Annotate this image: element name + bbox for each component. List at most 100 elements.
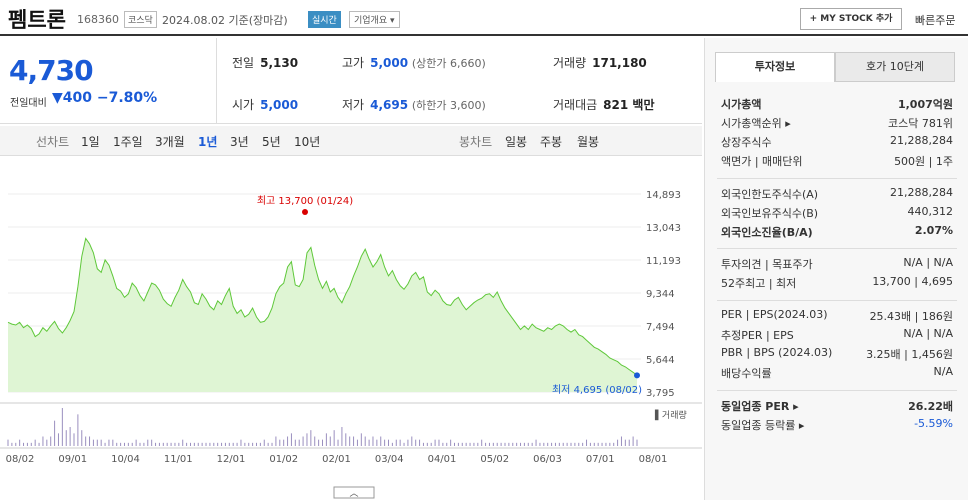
price-summary: 4,730 전일대비 ▼400 −7.80% 전일 5,130 시가 5,000 고… (0, 38, 702, 124)
x-tick-label: 04/01 (428, 454, 457, 465)
tab-1d[interactable]: 1일 (81, 135, 100, 149)
y-tick-label: 14,893 (646, 190, 681, 201)
x-tick-label: 08/02 (6, 454, 35, 465)
market-badge: 코스닥 (124, 11, 157, 28)
mystock-add-button[interactable]: + MY STOCK 추가 (800, 8, 902, 30)
tab-daily[interactable]: 일봉 (505, 135, 528, 149)
info-row: PER | EPS(2024.03) 25.43배 | 186원 (721, 308, 953, 324)
info-key: 동일업종 등락률 ▸ (721, 419, 805, 432)
x-tick-label: 05/02 (480, 454, 509, 465)
info-value: -5.59% (914, 417, 953, 430)
info-row: 외국인소진율(B/A) 2.07% (721, 224, 953, 240)
tab-weekly[interactable]: 주봉 (540, 135, 563, 149)
stock-code: 168360 (77, 13, 119, 26)
high-cell: 고가 5,000 (상한가 6,660) (342, 54, 486, 71)
tab-1w[interactable]: 1주일 (113, 135, 143, 149)
volume-legend: ▌거래량 (654, 409, 687, 421)
y-tick-label: 11,193 (646, 256, 681, 267)
info-key: 외국인보유주식수(B) (721, 207, 819, 220)
price-line (7, 237, 638, 376)
tab-1y[interactable]: 1년 (198, 135, 218, 149)
info-key: 시가총액 (721, 98, 762, 111)
tab-5y[interactable]: 5년 (262, 135, 281, 149)
tab-monthly[interactable]: 월봉 (577, 135, 600, 149)
info-key: 투자의견 | 목표주가 (721, 258, 813, 271)
low-label: 저가 (342, 98, 365, 112)
tab-3m[interactable]: 3개월 (155, 135, 185, 149)
upper-limit: (상한가 6,660) (411, 57, 486, 70)
line-chart-label[interactable]: 선차트 (36, 135, 70, 149)
info-value: 25.43배 | 186원 (869, 310, 953, 323)
info-key: PER | EPS(2024.03) (721, 308, 828, 321)
corp-info-dropdown[interactable]: 기업개요 ▾ (349, 11, 400, 28)
period-tab-bar: 선차트 1일 1주일 3개월 1년 3년 5년 10년 봉차트 일봉 주봉 월봉 (0, 126, 702, 156)
prev-close-value: 5,130 (260, 56, 299, 70)
tab-orderbook[interactable]: 호가 10단계 (835, 52, 955, 82)
high-annotation: 최고 13,700 (01/24) (257, 195, 353, 207)
stock-name: 펨트론 (8, 8, 66, 32)
info-key: 추정PER | EPS (721, 329, 794, 342)
date-info: 2024.08.02 기준(장마감) (162, 14, 288, 27)
stock-header: 펨트론 168360 코스닥 2024.08.02 기준(장마감) 실시간 기업… (0, 0, 968, 36)
current-price: 4,730 (9, 54, 94, 87)
open-label: 시가 (232, 98, 255, 112)
change-percent: −7.80% (96, 90, 158, 106)
expand-handle[interactable] (333, 486, 375, 499)
x-tick-label: 07/01 (586, 454, 615, 465)
chevron-up-icon[interactable]: ︿ (349, 489, 358, 499)
y-tick-label: 7,494 (646, 322, 675, 333)
x-tick-label: 10/04 (111, 454, 140, 465)
info-key: 동일업종 PER ▸ (721, 400, 799, 413)
info-value: N/A (933, 365, 953, 378)
info-row: 52주최고 | 최저 13,700 | 4,695 (721, 275, 953, 291)
info-value: 13,700 | 4,695 (872, 275, 953, 288)
info-key: 상장주식수 (721, 136, 772, 149)
high-marker (302, 209, 308, 215)
info-key: PBR | BPS (2024.03) (721, 346, 833, 359)
candle-chart-label[interactable]: 봉차트 (459, 135, 493, 149)
info-value: 코스닥 781위 (888, 117, 953, 130)
info-value: N/A | N/A (903, 327, 953, 340)
investment-info-panel: 투자정보 호가 10단계 시가총액 1,007억원 시가총액순위 ▸ 코스닥 781위… (704, 38, 968, 500)
info-key: 외국인소진율(B/A) (721, 226, 813, 239)
realtime-badge[interactable]: 실시간 (308, 11, 341, 28)
high-label: 고가 (342, 56, 365, 70)
y-tick-label: 3,795 (646, 388, 675, 399)
y-tick-label: 13,043 (646, 223, 681, 234)
prev-close-label: 전일 (232, 56, 255, 70)
quick-order-link[interactable]: 빠른주문 (915, 14, 956, 27)
divider (216, 38, 217, 124)
y-tick-label: 9,344 (646, 289, 675, 300)
panel-divider (717, 248, 957, 249)
x-tick-label: 12/01 (217, 454, 246, 465)
info-key: 액면가 | 매매단위 (721, 155, 803, 168)
low-value: 4,695 (370, 98, 409, 112)
volume-label: 거래량 (553, 56, 587, 70)
low-annotation: 최저 4,695 (08/02) (552, 384, 642, 396)
info-value: 2.07% (914, 224, 953, 237)
info-row: 액면가 | 매매단위 500원 | 1주 (721, 153, 953, 169)
panel-divider (717, 178, 957, 179)
info-value: 3.25배 | 1,456원 (866, 348, 953, 361)
info-key: 외국인한도주식수(A) (721, 188, 819, 201)
info-row: 시가총액순위 ▸ 코스닥 781위 (721, 115, 953, 131)
change-label: 전일대비 (10, 98, 47, 109)
prev-close-cell: 전일 5,130 (232, 54, 298, 71)
info-value: 21,288,284 (890, 186, 953, 199)
info-key: 배당수익률 (721, 367, 772, 380)
info-row: 동일업종 PER ▸ 26.22배 (721, 398, 953, 414)
x-tick-label: 08/01 (639, 454, 668, 465)
tab-10y[interactable]: 10년 (294, 135, 321, 149)
info-row: 상장주식수 21,288,284 (721, 134, 953, 150)
info-value: 26.22배 (908, 400, 953, 413)
price-chart[interactable]: 14,893 13,043 11,193 9,344 7,494 5,644 3,795 0… (0, 160, 702, 500)
tab-3y[interactable]: 3년 (230, 135, 249, 149)
info-row: 외국인보유주식수(B) 440,312 (721, 205, 953, 221)
tab-investment-info[interactable]: 투자정보 (715, 52, 835, 82)
high-value: 5,000 (370, 56, 409, 70)
panel-divider (717, 390, 957, 391)
info-value: 500원 | 1주 (894, 155, 953, 168)
x-tick-label: 03/04 (375, 454, 404, 465)
x-tick-label: 06/03 (533, 454, 562, 465)
info-row: 투자의견 | 목표주가 N/A | N/A (721, 256, 953, 272)
